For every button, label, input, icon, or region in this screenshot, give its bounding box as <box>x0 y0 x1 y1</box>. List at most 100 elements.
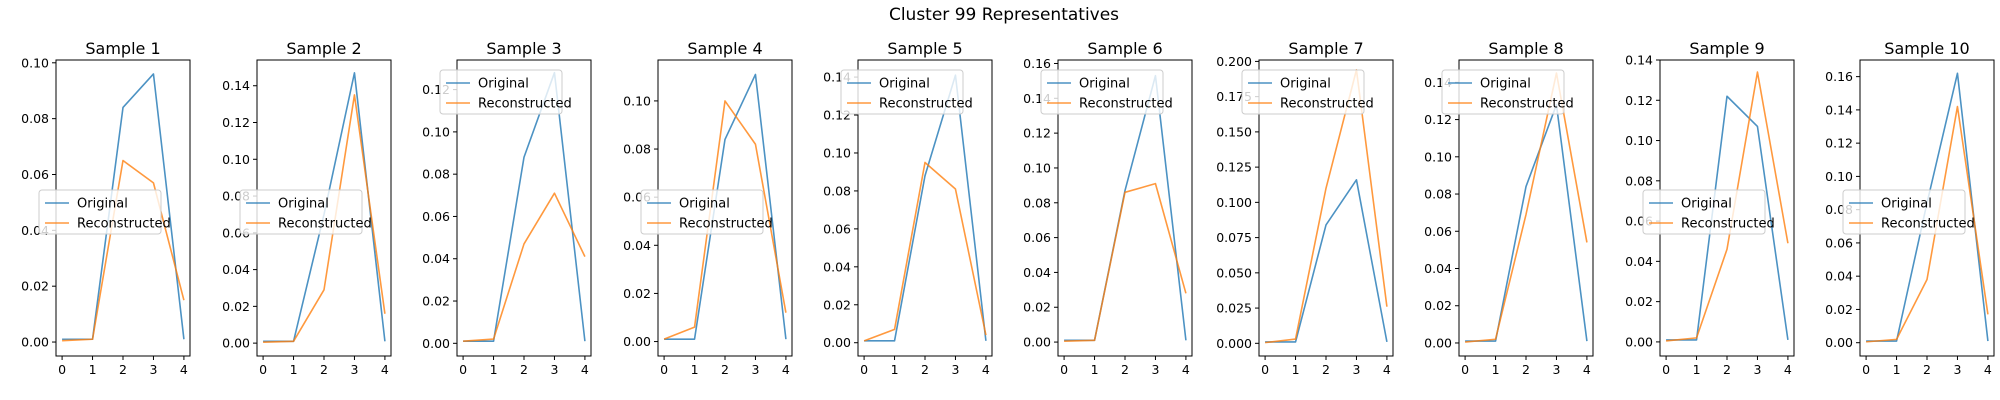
x-tick-label: 4 <box>1984 362 1992 377</box>
x-tick-label: 1 <box>691 362 699 377</box>
y-tick-label: 0.14 <box>1825 102 1853 117</box>
series-line-reconstructed <box>863 161 987 342</box>
y-tick-label: 0.02 <box>823 297 851 312</box>
y-tick-label: 0.04 <box>1625 254 1653 269</box>
y-tick-label: 0.08 <box>623 142 651 157</box>
legend: Original Reconstructed <box>439 69 572 115</box>
subplot-9: Sample 90.000.020.040.060.080.100.120.14… <box>1625 39 1795 377</box>
subplot-title: Sample 10 <box>1884 39 1969 58</box>
x-tick-label: 0 <box>1060 362 1068 377</box>
subplot-title: Sample 3 <box>486 39 561 58</box>
y-tick-label: 0.02 <box>1023 300 1051 315</box>
y-tick-label: 0.02 <box>222 299 250 314</box>
y-tick-label: 0.06 <box>1023 230 1051 245</box>
y-tick-label: 0.04 <box>623 238 651 253</box>
x-tick-label: 1 <box>1492 362 1500 377</box>
y-tick-label: 0.08 <box>823 183 851 198</box>
y-tick-label: 0.02 <box>1424 298 1452 313</box>
x-tick-label: 0 <box>1461 362 1469 377</box>
series-line-original <box>1265 179 1388 343</box>
series-line-original <box>1666 95 1789 341</box>
y-tick-label: 0.10 <box>1424 149 1452 164</box>
y-tick-label: 0.04 <box>1424 261 1452 276</box>
x-tick-label: 0 <box>1261 362 1269 377</box>
y-tick-label: 0.075 <box>1216 230 1252 245</box>
x-tick-label: 1 <box>1893 362 1901 377</box>
x-tick-label: 1 <box>1292 362 1300 377</box>
y-tick-label: 0.08 <box>1023 195 1051 210</box>
legend-box <box>239 189 363 235</box>
y-tick-label: 0.000 <box>1216 336 1252 351</box>
y-tick-label: 0.06 <box>422 209 450 224</box>
x-tick-label: 4 <box>381 362 389 377</box>
y-tick-label: 0.00 <box>823 335 851 350</box>
legend-label: Original <box>1881 197 1932 212</box>
y-tick-label: 0.04 <box>1825 269 1853 284</box>
x-tick-label: 4 <box>581 362 589 377</box>
series-line-reconstructed <box>1666 71 1789 342</box>
subplot-title: Sample 8 <box>1488 39 1563 58</box>
x-tick-label: 0 <box>1662 362 1670 377</box>
x-tick-label: 3 <box>751 362 759 377</box>
y-tick-label: 0.10 <box>623 93 651 108</box>
subplot-title: Sample 7 <box>1288 39 1363 58</box>
subplot-title: Sample 4 <box>687 39 762 58</box>
series-line-reconstructed <box>263 94 386 344</box>
y-tick-label: 0.14 <box>1625 53 1653 68</box>
y-tick-label: 0.06 <box>1825 235 1853 250</box>
y-tick-label: 0.150 <box>1216 124 1252 139</box>
x-tick-label: 3 <box>1352 362 1360 377</box>
y-tick-label: 0.00 <box>21 335 49 350</box>
legend-box <box>1040 69 1164 115</box>
legend-box <box>38 189 162 235</box>
series-line-reconstructed <box>463 192 586 342</box>
y-tick-label: 0.12 <box>1625 93 1653 108</box>
y-tick-label: 0.00 <box>222 336 250 351</box>
y-tick-label: 0.12 <box>1825 136 1853 151</box>
y-tick-label: 0.02 <box>21 279 49 294</box>
y-tick-label: 0.00 <box>422 336 450 351</box>
legend: Original Reconstructed <box>38 189 171 235</box>
legend-label: Reconstructed <box>1681 217 1775 232</box>
legend-box <box>640 189 764 235</box>
x-tick-label: 2 <box>1923 362 1931 377</box>
x-tick-label: 3 <box>1151 362 1159 377</box>
y-tick-label: 0.06 <box>21 167 49 182</box>
x-tick-label: 2 <box>1723 362 1731 377</box>
legend-label: Reconstructed <box>1881 217 1975 232</box>
series-line-reconstructed <box>1465 72 1588 343</box>
legend-box <box>1441 69 1565 115</box>
x-tick-label: 0 <box>58 362 66 377</box>
series-line-original <box>1064 74 1187 342</box>
subplot-title: Sample 6 <box>1087 39 1162 58</box>
x-tick-label: 1 <box>490 362 498 377</box>
series-line-reconstructed <box>663 100 787 340</box>
legend-label: Original <box>1079 77 1130 92</box>
series-line-reconstructed <box>1866 105 1989 343</box>
axes-frame <box>1057 59 1193 357</box>
legend-box <box>1842 189 1966 235</box>
subplot-2: Sample 20.000.020.040.060.080.100.120.14… <box>222 39 392 377</box>
y-tick-label: 0.00 <box>1825 335 1853 350</box>
x-tick-label: 1 <box>290 362 298 377</box>
x-tick-label: 3 <box>951 362 959 377</box>
subplot-title: Sample 5 <box>887 39 962 58</box>
subplot-7: Sample 7 0.000 0.025 0.050 0.075 0.100 0.125 0.… <box>1216 39 1394 377</box>
legend: Original Reconstructed <box>840 69 973 115</box>
legend-label: Original <box>278 197 329 212</box>
axes-frame <box>456 59 592 357</box>
legend-label: Original <box>77 197 128 212</box>
x-tick-label: 1 <box>1091 362 1099 377</box>
x-tick-label: 4 <box>1383 362 1391 377</box>
y-tick-label: 0.10 <box>222 152 250 167</box>
series-line-reconstructed <box>1264 69 1388 344</box>
legend-box <box>439 69 563 115</box>
subplot-10: Sample 100.000.020.040.060.080.100.120.1… <box>1825 39 1995 377</box>
x-tick-label: 3 <box>550 362 558 377</box>
y-tick-label: 0.00 <box>1424 335 1452 350</box>
y-tick-label: 0.10 <box>21 55 49 70</box>
series-line-original <box>664 73 787 340</box>
legend-label: Original <box>1681 197 1732 212</box>
y-tick-label: 0.100 <box>1216 195 1252 210</box>
x-tick-label: 1 <box>89 362 97 377</box>
